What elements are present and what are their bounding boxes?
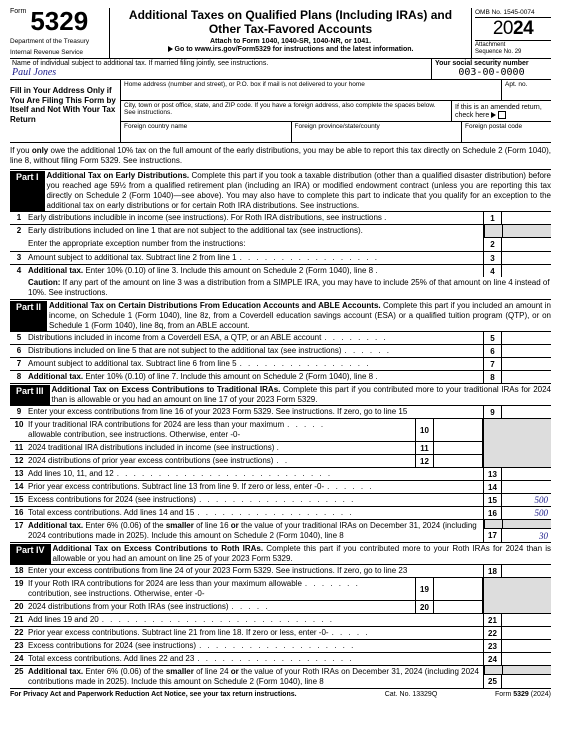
line-14: 14Prior year excess contributions. Subtr… <box>10 480 551 493</box>
footer-privacy: For Privacy Act and Paperwork Reduction … <box>10 691 361 698</box>
dept-treasury: Department of the Treasury <box>10 38 109 45</box>
arrow-icon <box>168 46 173 52</box>
header: Form 5329 Department of the Treasury Int… <box>10 8 551 59</box>
form-number: 5329 <box>30 8 88 34</box>
form-number-box: Form 5329 Department of the Treasury Int… <box>10 8 110 58</box>
intro-text: If you only owe the additional 10% tax o… <box>10 143 551 169</box>
title-box: Additional Taxes on Qualified Plans (Inc… <box>110 8 471 58</box>
form-word: Form <box>10 8 26 15</box>
line-22: 22Prior year excess contributions. Subtr… <box>10 626 551 639</box>
line-2: 2 Early distributions included on line 1… <box>10 224 551 251</box>
line-25-value[interactable] <box>501 675 551 688</box>
footer: For Privacy Act and Paperwork Reduction … <box>10 688 551 698</box>
city-label[interactable]: City, town or post office, state, and ZI… <box>121 101 451 121</box>
amended-checkbox[interactable] <box>498 111 506 119</box>
part-1-header: Part I Additional Tax on Early Distribut… <box>10 169 551 211</box>
amended-box: If this is an amended return, check here <box>451 101 551 121</box>
apt-label[interactable]: Apt. no. <box>501 80 551 100</box>
home-address-label[interactable]: Home address (number and street), or P.O… <box>121 80 501 100</box>
line-4: 4 Additional tax. Enter 10% (0.10) of li… <box>10 264 551 277</box>
line-23: 23Excess contributions for 2024 (see ins… <box>10 639 551 652</box>
arrow-icon <box>491 112 496 118</box>
line-17: 17 Additional tax. Enter 6% (0.06) of th… <box>10 519 551 542</box>
part-4-header: Part IV Additional Tax on Excess Contrib… <box>10 542 551 564</box>
name-value[interactable]: Paul Jones <box>12 67 429 78</box>
ssn-cell: Your social security number 003-00-0000 <box>431 59 551 79</box>
part-2-label: Part II <box>10 301 47 331</box>
shade-10-12 <box>483 419 551 467</box>
sequence: Attachment Sequence No. 29 <box>475 41 551 55</box>
part-3-title: Additional Tax on Excess Contributions t… <box>52 385 281 394</box>
main-title: Additional Taxes on Qualified Plans (Inc… <box>114 8 467 37</box>
line-5: 5Distributions included in income from a… <box>10 331 551 344</box>
line-16: 16Total excess contributions. Add lines … <box>10 506 551 519</box>
line-15-value[interactable]: 500 <box>501 494 551 506</box>
line-21: 21Add lines 19 and 20. . . . . . . . . .… <box>10 613 551 626</box>
part-1-title: Additional Tax on Early Distributions. <box>47 171 190 180</box>
part-2-title: Additional Tax on Certain Distributions … <box>49 301 381 310</box>
lines-19-20: 19If your Roth IRA contributions for 202… <box>10 577 551 613</box>
part-1-label: Part I <box>10 171 45 211</box>
foreign-province[interactable]: Foreign province/state/county <box>291 122 462 142</box>
line-2-value[interactable] <box>501 238 551 251</box>
footer-form: Form 5329 (2024) <box>461 691 551 698</box>
line-1-value[interactable] <box>501 212 551 224</box>
part-2-header: Part II Additional Tax on Certain Distri… <box>10 299 551 331</box>
attach-line: Attach to Form 1040, 1040-SR, 1040-NR, o… <box>114 38 467 45</box>
part-4-label: Part IV <box>10 544 51 564</box>
shade-19-20 <box>483 578 551 613</box>
fill-address-note: Fill in Your Address Only if You Are Fil… <box>10 80 120 142</box>
name-label: Name of individual subject to additional… <box>12 60 429 67</box>
omb: OMB No. 1545-0074 <box>475 8 551 18</box>
dept-irs: Internal Revenue Service <box>10 49 109 56</box>
line-25: 25 Additional tax. Enter 6% (0.06) of th… <box>10 665 551 688</box>
url-line: Go to www.irs.gov/Form5329 for instructi… <box>114 46 467 53</box>
url-text: Go to www.irs.gov/Form5329 for instructi… <box>175 46 414 53</box>
foreign-country[interactable]: Foreign country name <box>121 122 291 142</box>
lines-10-12: 10If your traditional IRA contributions … <box>10 418 551 467</box>
line-8: 8Additional tax. Enter 10% (0.10) of lin… <box>10 370 551 383</box>
form-page: Form 5329 Department of the Treasury Int… <box>0 0 561 706</box>
part-3-header: Part III Additional Tax on Excess Contri… <box>10 383 551 405</box>
line-7: 7Amount subject to additional tax. Subtr… <box>10 357 551 370</box>
part-4-title: Additional Tax on Excess Contributions t… <box>53 544 264 553</box>
foreign-postal[interactable]: Foreign postal code <box>461 122 551 142</box>
line-16-value[interactable]: 500 <box>501 507 551 519</box>
name-cell: Name of individual subject to additional… <box>10 59 431 79</box>
line-3-value[interactable] <box>501 252 551 264</box>
line-17-value[interactable]: 30 <box>501 529 551 542</box>
name-ssn-row: Name of individual subject to additional… <box>10 59 551 80</box>
line-24: 24Total excess contributions. Add lines … <box>10 652 551 665</box>
line-15: 15Excess contributions for 2024 (see ins… <box>10 493 551 506</box>
line-6: 6Distributions included on line 5 that a… <box>10 344 551 357</box>
part-3-label: Part III <box>10 385 50 405</box>
part-1-caution: Caution: If any part of the amount on li… <box>10 277 551 299</box>
address-block: Fill in Your Address Only if You Are Fil… <box>10 80 551 143</box>
tax-year: 2024 <box>475 18 551 41</box>
line-13: 13Add lines 10, 11, and 12. . . . . . . … <box>10 467 551 480</box>
line-3: 3 Amount subject to additional tax. Subt… <box>10 251 551 264</box>
line-1: 1 Early distributions includible in inco… <box>10 211 551 224</box>
line-4-value[interactable] <box>501 265 551 277</box>
line-18: 18Enter your excess contributions from l… <box>10 564 551 577</box>
ssn-value[interactable]: 003-00-0000 <box>435 67 548 78</box>
line-9: 9Enter your excess contributions from li… <box>10 405 551 418</box>
ssn-label: Your social security number <box>435 60 548 67</box>
right-box: OMB No. 1545-0074 2024 Attachment Sequen… <box>471 8 551 58</box>
footer-catalog: Cat. No. 13329Q <box>361 691 461 698</box>
